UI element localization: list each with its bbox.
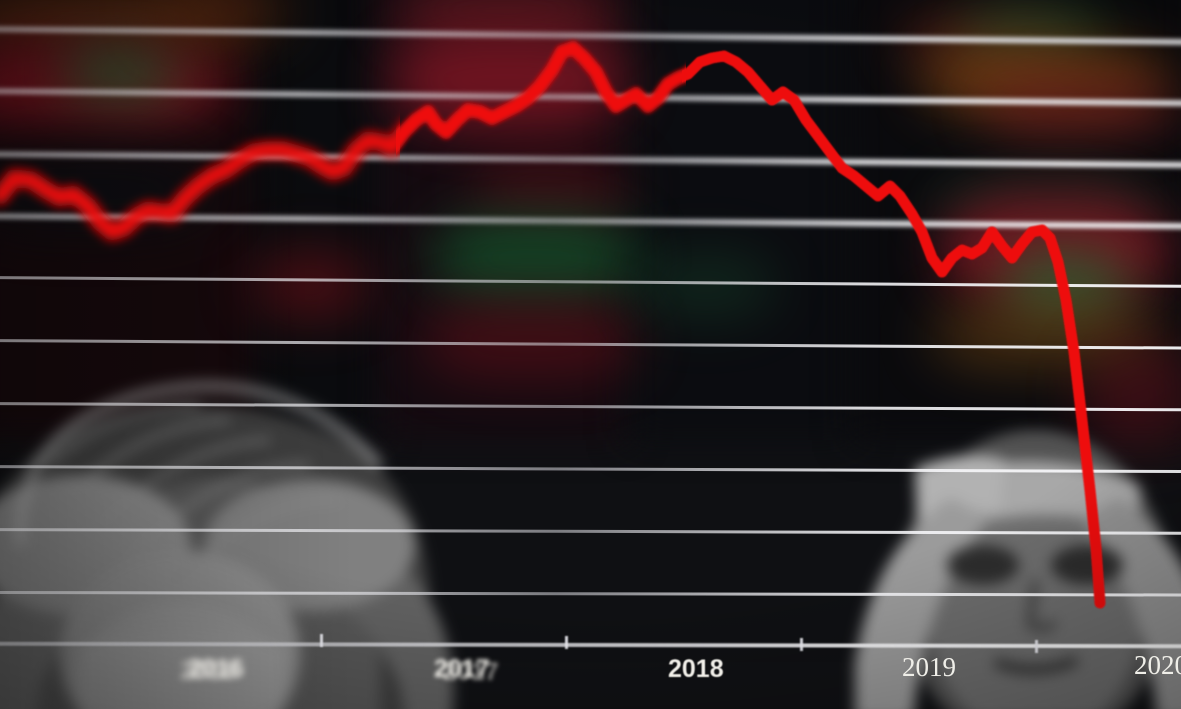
x-label-2018: 2018 (668, 655, 724, 683)
chart-line-segment-1 (0, 123, 400, 241)
x-label-2017: 2017 (434, 655, 490, 683)
x-label-2016-ghost: 2016 (180, 657, 236, 685)
x-label-2019: 2019 (902, 652, 956, 682)
chart-line-segment-2 (396, 41, 686, 154)
chart-line-segment-3 (682, 50, 1106, 609)
x-label-2017-ghost: 2017 (443, 658, 499, 686)
x-label-2020: 2020 (1134, 650, 1181, 680)
x-label-2016: 2016 (188, 655, 244, 683)
